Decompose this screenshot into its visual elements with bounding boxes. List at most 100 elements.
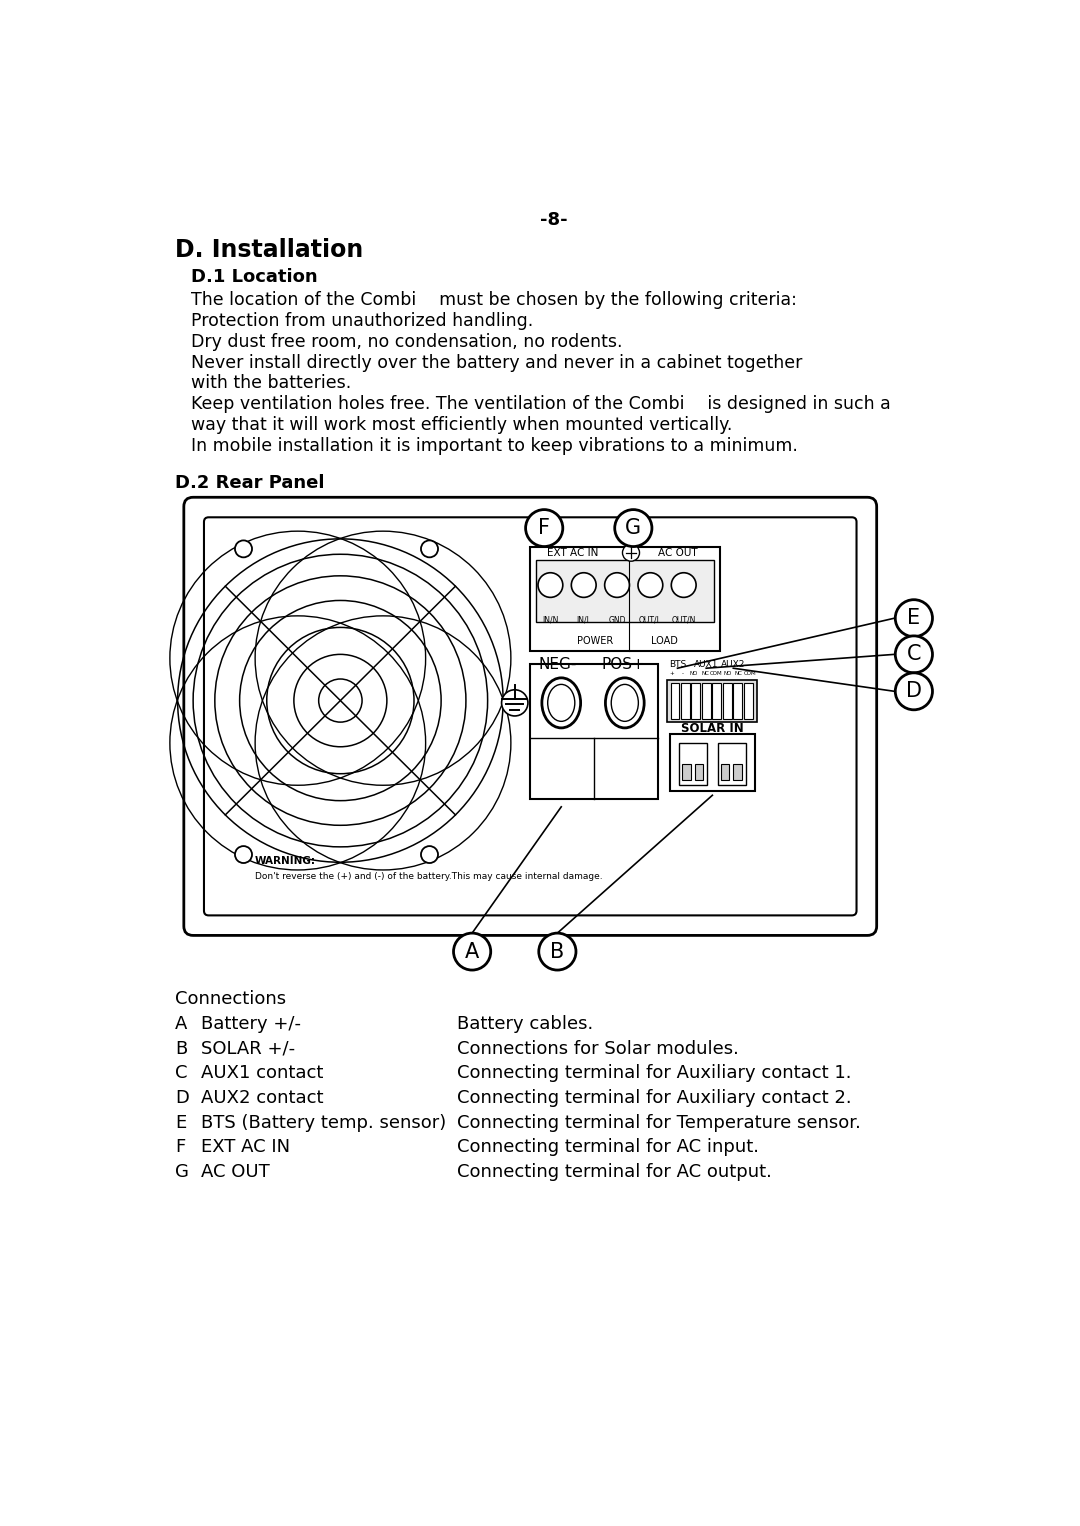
Text: F: F: [538, 519, 550, 539]
Circle shape: [615, 510, 652, 546]
Bar: [681, 682, 690, 719]
Text: AUX2 contact: AUX2 contact: [201, 1090, 323, 1106]
Text: In mobile installation it is important to keep vibrations to a minimum.: In mobile installation it is important t…: [191, 436, 798, 455]
Text: D.1 Location: D.1 Location: [191, 269, 318, 285]
Text: Connections for Solar modules.: Connections for Solar modules.: [457, 1039, 739, 1058]
Text: OUT/L: OUT/L: [639, 617, 662, 624]
Bar: [718, 743, 745, 786]
Text: COM: COM: [710, 671, 723, 676]
Bar: [691, 682, 700, 719]
Text: D: D: [906, 681, 922, 702]
Text: AC OUT: AC OUT: [658, 548, 698, 557]
Circle shape: [421, 540, 438, 557]
Text: C: C: [906, 644, 921, 664]
Text: BTS (Battery temp. sensor): BTS (Battery temp. sensor): [201, 1114, 446, 1131]
Bar: [744, 682, 753, 719]
Text: way that it will work most efficiently when mounted vertically.: way that it will work most efficiently w…: [191, 417, 732, 433]
Text: Don't reverse the (+) and (-) of the battery.This may cause internal damage.: Don't reverse the (+) and (-) of the bat…: [255, 871, 603, 881]
Bar: [679, 743, 707, 786]
Circle shape: [605, 572, 630, 597]
FancyBboxPatch shape: [184, 497, 877, 935]
Circle shape: [571, 572, 596, 597]
Text: Connecting terminal for Temperature sensor.: Connecting terminal for Temperature sens…: [457, 1114, 861, 1131]
Text: E: E: [907, 609, 920, 629]
Bar: [670, 734, 755, 792]
Text: with the batteries.: with the batteries.: [191, 374, 351, 392]
Text: NO: NO: [690, 671, 698, 676]
Text: G: G: [625, 519, 642, 539]
Circle shape: [672, 572, 697, 597]
Text: AC OUT: AC OUT: [201, 1163, 270, 1181]
Text: Connections: Connections: [175, 990, 286, 1009]
Ellipse shape: [611, 684, 638, 722]
Text: SOLAR IN: SOLAR IN: [681, 722, 744, 736]
Text: Keep ventilation holes free. The ventilation of the Combi  is designed in such a: Keep ventilation holes free. The ventila…: [191, 395, 891, 414]
Text: B: B: [175, 1039, 188, 1058]
Bar: [683, 765, 691, 780]
Text: Battery +/-: Battery +/-: [201, 1015, 301, 1033]
Circle shape: [539, 932, 576, 971]
Bar: [702, 682, 711, 719]
Bar: [721, 765, 729, 780]
Text: IN/N: IN/N: [542, 617, 558, 624]
Circle shape: [235, 540, 252, 557]
Text: F: F: [175, 1138, 186, 1157]
Text: Never install directly over the battery and never in a cabinet together: Never install directly over the battery …: [191, 354, 802, 371]
Circle shape: [454, 932, 490, 971]
Text: POWER: POWER: [577, 636, 613, 647]
Text: EXT AC IN: EXT AC IN: [548, 548, 598, 557]
Circle shape: [895, 636, 932, 673]
Bar: [537, 560, 714, 623]
Circle shape: [895, 600, 932, 636]
Ellipse shape: [548, 684, 575, 722]
Bar: [530, 664, 658, 800]
Text: COM: COM: [744, 671, 756, 676]
Text: Connecting terminal for AC input.: Connecting terminal for AC input.: [457, 1138, 758, 1157]
Circle shape: [622, 545, 639, 562]
Circle shape: [526, 510, 563, 546]
Text: IN/L: IN/L: [577, 617, 591, 624]
Text: Connecting terminal for Auxiliary contact 1.: Connecting terminal for Auxiliary contac…: [457, 1064, 851, 1082]
Text: GND: GND: [608, 617, 625, 624]
Text: LOAD: LOAD: [651, 636, 677, 647]
Text: Connecting terminal for AC output.: Connecting terminal for AC output.: [457, 1163, 771, 1181]
Text: G: G: [175, 1163, 189, 1181]
Text: A: A: [465, 942, 480, 961]
Text: D. Installation: D. Installation: [175, 238, 364, 262]
Ellipse shape: [606, 678, 644, 728]
Bar: [733, 765, 742, 780]
Ellipse shape: [542, 678, 581, 728]
Text: WARNING:: WARNING:: [255, 856, 316, 865]
Bar: [694, 765, 703, 780]
Text: Battery cables.: Battery cables.: [457, 1015, 593, 1033]
Text: AUX2: AUX2: [721, 659, 745, 668]
Text: NC: NC: [701, 671, 708, 676]
Text: E: E: [175, 1114, 187, 1131]
Bar: [713, 682, 721, 719]
Text: D: D: [175, 1090, 189, 1106]
Bar: [733, 682, 742, 719]
Text: OUT/N: OUT/N: [672, 617, 696, 624]
Text: C: C: [175, 1064, 188, 1082]
Bar: [723, 682, 732, 719]
Text: Dry dust free room, no condensation, no rodents.: Dry dust free room, no condensation, no …: [191, 333, 622, 351]
Text: B: B: [550, 942, 565, 961]
Bar: [530, 546, 720, 650]
Text: D.2 Rear Panel: D.2 Rear Panel: [175, 475, 325, 493]
Text: POS+: POS+: [602, 656, 645, 671]
Text: A: A: [175, 1015, 188, 1033]
Text: BTS: BTS: [669, 659, 686, 668]
Text: -: -: [681, 671, 684, 676]
Text: EXT AC IN: EXT AC IN: [201, 1138, 291, 1157]
Text: AUX1 contact: AUX1 contact: [201, 1064, 323, 1082]
Text: +: +: [669, 671, 674, 676]
Text: NC: NC: [734, 671, 743, 676]
Text: Protection from unauthorized handling.: Protection from unauthorized handling.: [191, 311, 534, 330]
Text: The location of the Combi  must be chosen by the following criteria:: The location of the Combi must be chosen…: [191, 291, 797, 310]
Text: -8-: -8-: [540, 211, 567, 229]
FancyBboxPatch shape: [204, 517, 856, 916]
Circle shape: [895, 673, 932, 710]
Text: AUX1: AUX1: [694, 659, 718, 668]
Circle shape: [235, 845, 252, 864]
Bar: [667, 679, 757, 722]
